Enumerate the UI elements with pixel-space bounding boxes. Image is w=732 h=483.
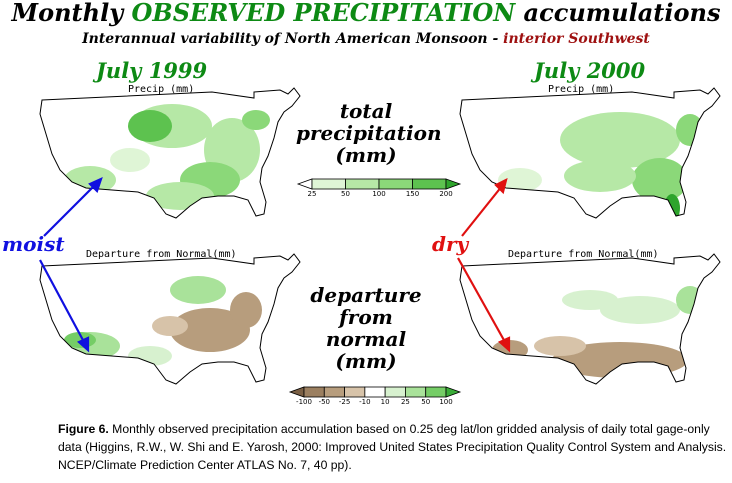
legend-departure-tick: 25: [400, 398, 410, 406]
map-label-departure-1999: Departure from Normal(mm): [86, 249, 237, 260]
legend-total-tick: 100: [372, 190, 386, 198]
month-label-right: July 2000: [534, 58, 646, 83]
legend-departure-swatch: [425, 386, 447, 398]
legend-departure-tick: 10: [380, 398, 390, 406]
map-label-precip-1999: Precip (mm): [128, 84, 195, 95]
legend-departure-swatch: [288, 386, 305, 398]
legend-departure-swatch: [405, 386, 427, 398]
legend-departure-tick: -25: [338, 398, 351, 406]
moist-arrows: [39, 176, 103, 353]
legend-departure-swatch: [364, 386, 386, 398]
legend-departure-tick: 50: [421, 398, 431, 406]
legend-departure-tick: -50: [318, 398, 330, 406]
dry-arrows: [457, 177, 511, 353]
map-label-departure-2000: Departure from Normal(mm): [508, 249, 659, 260]
map-label-precip-2000: Precip (mm): [548, 84, 615, 95]
legend-total-swatch: [445, 178, 462, 190]
legend-total-swatch: [378, 178, 413, 190]
legend-total-tick: 25: [307, 190, 317, 198]
legend-total-tick: 50: [341, 190, 350, 198]
moist-label: moist: [2, 232, 65, 256]
legend-departure: [288, 386, 462, 398]
legend-departure-swatch: [384, 386, 406, 398]
legend-total: [296, 178, 462, 190]
page-title: Monthly OBSERVED PRECIPITATION accumulat…: [11, 0, 721, 27]
center-label-departure: departure from normal (mm): [310, 283, 422, 373]
figure-caption: Figure 6. Monthly observed precipitation…: [58, 422, 727, 472]
legend-departure-tick: 100: [439, 398, 453, 406]
legend-departure-tick: -10: [359, 398, 371, 406]
legend-departure-tick: -100: [296, 398, 312, 406]
map-total-1999: [39, 87, 301, 219]
legend-departure-swatch: [445, 386, 462, 398]
month-label-left: July 1999: [96, 58, 208, 83]
legend-departure-swatch: [303, 386, 325, 398]
dry-label: dry: [432, 232, 469, 256]
legend-departure-swatch: [344, 386, 366, 398]
legend-total-swatch: [296, 178, 313, 190]
subtitle: Interannual variability of North America…: [82, 31, 650, 47]
map-departure-1999: [39, 253, 301, 385]
legend-departure-swatch: [323, 386, 345, 398]
legend-total-swatch: [412, 178, 447, 190]
legend-total-tick: 150: [405, 190, 420, 198]
legend-total-swatch: [311, 178, 346, 190]
map-departure-2000: [459, 253, 721, 385]
legend-total-tick: 200: [439, 190, 453, 198]
center-label-total: total precipitation (mm): [296, 99, 442, 167]
legend-total-swatch: [345, 178, 380, 190]
map-total-2000: [459, 87, 721, 219]
